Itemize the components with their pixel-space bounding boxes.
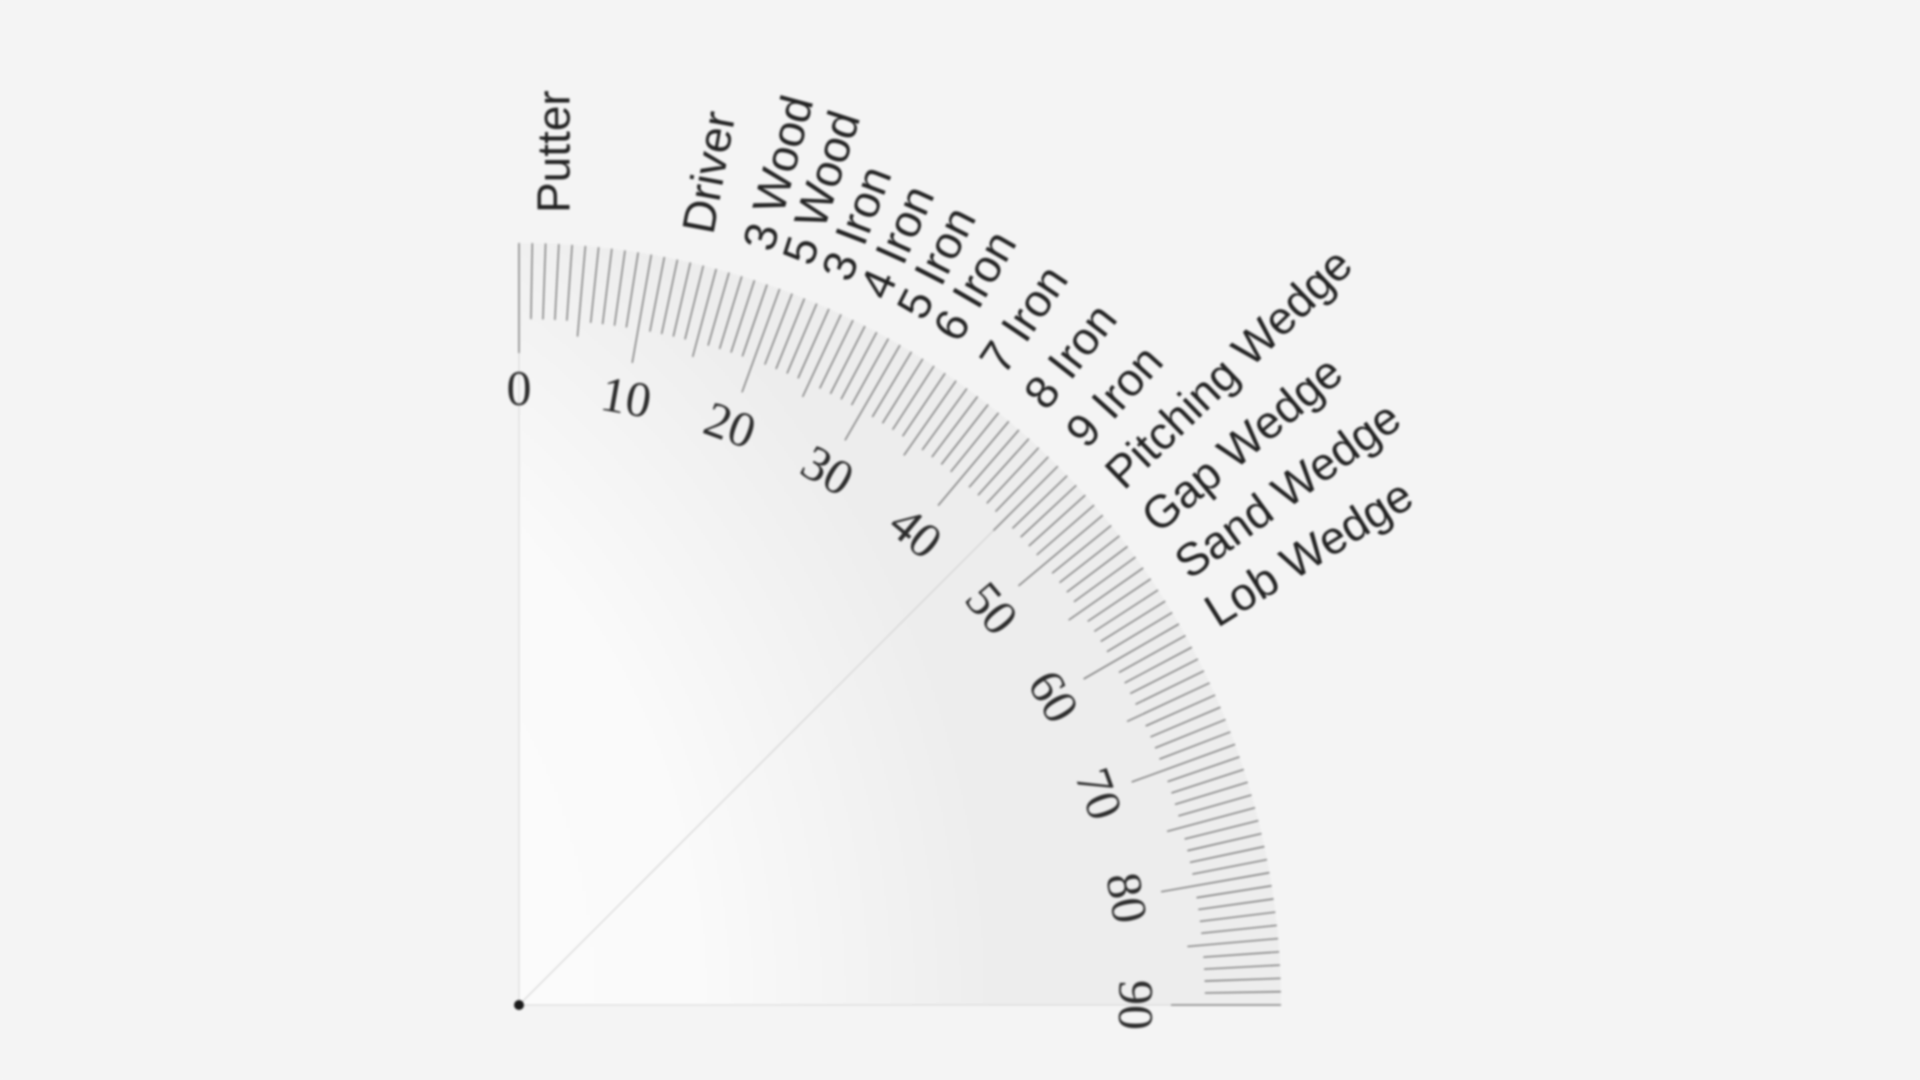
svg-text:Putter: Putter <box>528 90 580 213</box>
svg-text:80: 80 <box>1095 868 1159 927</box>
svg-text:90: 90 <box>1109 980 1165 1030</box>
svg-text:10: 10 <box>597 365 656 429</box>
svg-text:0: 0 <box>507 359 532 415</box>
